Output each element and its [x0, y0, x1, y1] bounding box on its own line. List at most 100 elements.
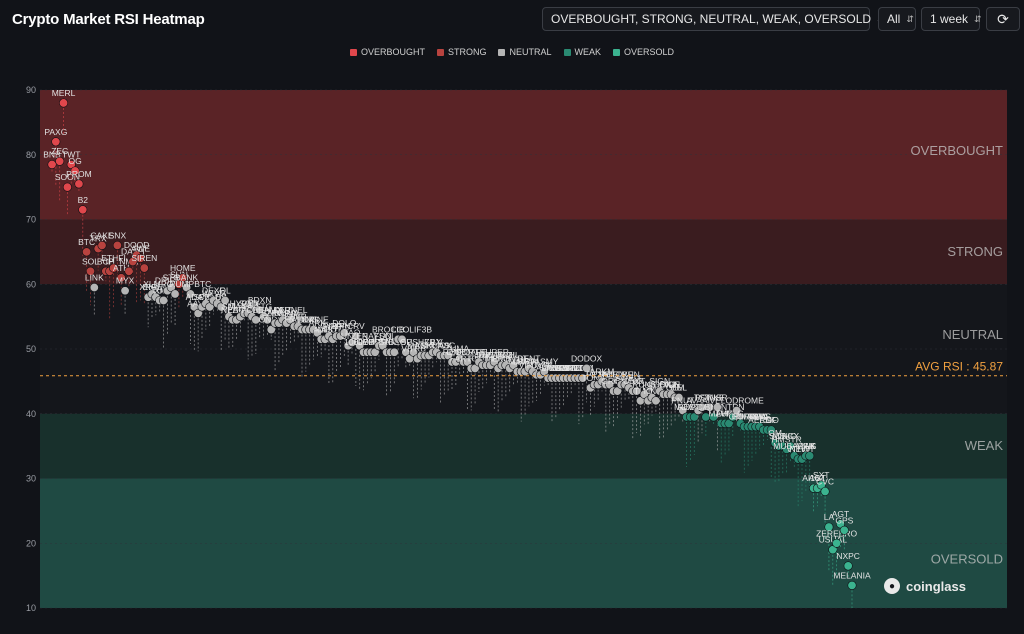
- point-label-uma: UMA: [450, 344, 469, 354]
- data-point-cvc: [820, 486, 830, 496]
- point-label-drift: DRIFT: [155, 276, 180, 286]
- data-point-velodrome: [732, 406, 742, 416]
- legend-item-overbought[interactable]: OVERBOUGHT: [349, 47, 425, 57]
- point-label-ethfi: ETHFI: [101, 253, 126, 263]
- scope-select[interactable]: All ⇵: [878, 7, 916, 31]
- point-label-zrx: ZRX: [424, 337, 441, 347]
- legend-item-neutral[interactable]: NEUTRAL: [498, 47, 552, 57]
- data-point-la: [824, 522, 834, 532]
- point-label-prom: PROM: [66, 169, 92, 179]
- zone-band-strong: [40, 219, 1007, 285]
- point-label-sfp: SFP: [290, 311, 307, 321]
- point-label-swarms: SWARMS: [733, 412, 771, 422]
- zone-label-strong: STRONG: [947, 244, 1003, 259]
- point-label-theta: THETA: [477, 350, 505, 360]
- data-point-ol: [220, 295, 230, 305]
- zone-label-overbought: OVERBOUGHT: [911, 143, 1004, 158]
- legend-item-weak[interactable]: WEAK: [563, 47, 601, 57]
- point-label-milk: MILK: [796, 441, 816, 451]
- point-label-lrc: LRC: [513, 357, 530, 367]
- point-label-sqd: SQD: [239, 298, 257, 308]
- legend-item-oversold[interactable]: OVERSOLD: [613, 47, 674, 57]
- category-filter-select[interactable]: OVERBOUGHT, STRONG, NEUTRAL, WEAK, OVERS…: [542, 7, 885, 31]
- point-label-a: A: [688, 402, 694, 412]
- point-label-hyper: HYPER: [230, 298, 259, 308]
- point-label-orca: ORCA: [601, 376, 626, 386]
- point-label-dent: DENT: [517, 353, 540, 363]
- point-label-spx: SPX: [193, 292, 210, 302]
- point-label-pha: PHA: [751, 412, 769, 422]
- refresh-button[interactable]: ⟳: [986, 7, 1020, 31]
- period-select[interactable]: 1 week ⇵: [921, 7, 982, 31]
- point-label-xlm: XLM: [143, 279, 160, 289]
- point-label-yfi: YFI: [334, 321, 347, 331]
- y-tick-label: 70: [26, 215, 36, 225]
- point-label-tst: TST: [694, 392, 710, 402]
- chevron-updown-icon: ⇵: [974, 13, 982, 24]
- data-point-broccolif3b: [397, 334, 407, 344]
- point-label-axl: AXL: [544, 363, 560, 373]
- point-label-griffain: GRIFFAIN: [729, 412, 768, 422]
- point-label-paxg: PAXG: [44, 127, 67, 137]
- point-label-cyb: CYB: [320, 321, 338, 331]
- point-label-form: FORM: [732, 412, 757, 422]
- point-label-hippo: HIPPO: [354, 337, 381, 347]
- point-label-ondo: ONDO: [258, 315, 284, 325]
- point-label-tru: TRU: [616, 370, 633, 380]
- data-point-nxpc: [843, 561, 853, 571]
- point-label-stg: STG: [255, 302, 272, 312]
- point-label-om: OM: [768, 428, 782, 438]
- point-label-myx: MYX: [116, 276, 135, 286]
- point-label-zen: ZEN: [351, 331, 368, 341]
- point-label-ark: ARK: [309, 318, 327, 328]
- legend-item-strong[interactable]: STRONG: [436, 47, 487, 57]
- data-point-link: [89, 282, 99, 292]
- point-label-ldo: LDO: [228, 305, 246, 315]
- point-label-ilv: ILV: [431, 337, 443, 347]
- point-label-rei: REI: [599, 370, 613, 380]
- point-label-huma: HUMA: [274, 308, 299, 318]
- point-label-ol: OL: [219, 285, 231, 295]
- avg-rsi-label: AVG RSI : 45.87: [915, 360, 1003, 374]
- point-label-algo: ALGO: [313, 324, 337, 334]
- data-point-zerebro: [832, 538, 842, 548]
- point-label-xvg: XVG: [208, 289, 226, 299]
- point-label-nxpc: NXPC: [836, 551, 860, 561]
- point-label-agt: AGT: [832, 509, 849, 519]
- point-label-newt: NEWT: [789, 444, 814, 454]
- data-point-soon: [62, 182, 72, 192]
- point-label-zil: ZIL: [507, 350, 520, 360]
- point-label-resolv: RESOLV: [677, 402, 711, 412]
- data-point-btc: [82, 247, 92, 257]
- point-label-ai16z: AI16Z: [802, 473, 825, 483]
- point-label-awe: AWE: [131, 243, 150, 253]
- data-point-sol: [85, 266, 95, 276]
- point-label-br: BR: [388, 337, 400, 347]
- point-label-twt: TWT: [62, 149, 80, 159]
- data-point-awe: [135, 253, 145, 263]
- point-label-sushi: SUSHI: [401, 337, 427, 347]
- point-label-merl: MERL: [52, 88, 76, 98]
- data-point-crv: [351, 331, 361, 341]
- point-label-tao: TAO: [344, 328, 361, 338]
- point-label-fis: FIS: [803, 441, 817, 451]
- y-tick-label: 90: [26, 85, 36, 95]
- point-label-alice: ALICE: [536, 363, 561, 373]
- point-label-enj: ENJ: [659, 379, 675, 389]
- point-label-lumia: LUMIA: [716, 408, 742, 418]
- point-label-raysol: RAYSOL: [362, 331, 396, 341]
- point-label-aio: AIO: [479, 350, 494, 360]
- point-label-skl: SKL: [421, 340, 437, 350]
- zone-band-weak: [40, 413, 1007, 479]
- legend-swatch: [563, 48, 571, 56]
- point-label-ponke: PONKE: [695, 392, 725, 402]
- point-label-dash: DASH: [121, 247, 145, 257]
- point-label-jasmy: JASMY: [530, 357, 559, 367]
- point-label-move: MOVE: [674, 402, 699, 412]
- point-label-one: ONE: [447, 347, 466, 357]
- point-label-vanry: VANRY: [542, 363, 571, 373]
- point-label-fet: FET: [586, 370, 602, 380]
- data-point-prom: [74, 179, 84, 189]
- legend-label: STRONG: [447, 47, 487, 57]
- point-label-sto: STO: [163, 272, 181, 282]
